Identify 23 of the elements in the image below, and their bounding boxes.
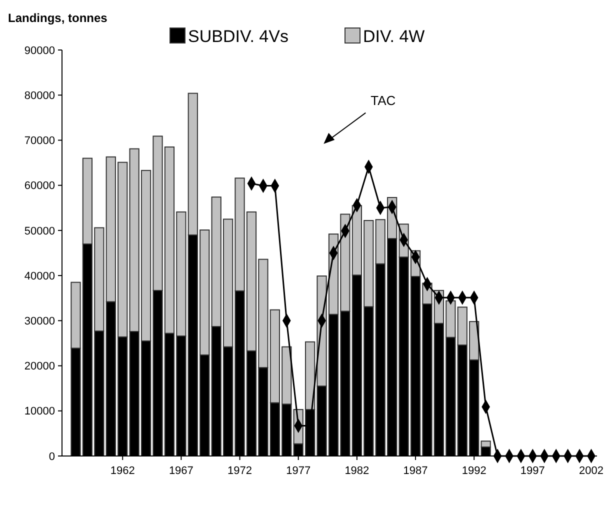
- x-tick-label: 1982: [344, 465, 370, 477]
- legend-label: SUBDIV. 4Vs: [188, 27, 288, 46]
- y-tick-label: 30000: [24, 316, 55, 328]
- annotation: TAC: [370, 92, 396, 108]
- x-tick-label: 1967: [168, 465, 194, 477]
- x-tick-label: 1962: [110, 465, 135, 477]
- y-tick-label: 90000: [24, 44, 55, 57]
- y-tick-label: 40000: [24, 270, 55, 282]
- y-tick-label: 70000: [24, 135, 55, 148]
- y-tick-label: 10000: [24, 406, 55, 418]
- x-tick-label: 1972: [228, 465, 252, 477]
- x-tick-label: 1977: [286, 465, 311, 477]
- x-tick-label: 1992: [462, 465, 486, 477]
- y-tick-label: 20000: [24, 360, 55, 373]
- y-tick-label: 60000: [24, 180, 55, 192]
- y-tick-label: 50000: [24, 225, 55, 238]
- y-tick-label: 0: [48, 450, 55, 463]
- x-tick-label: 1997: [520, 465, 545, 477]
- y-tick-label: 80000: [24, 90, 55, 102]
- x-tick-label: 1987: [403, 465, 428, 477]
- x-tick-label: 2002: [579, 465, 604, 477]
- legend-label: DIV. 4W: [363, 27, 425, 46]
- chart-title: Landings, tonnes: [8, 11, 108, 25]
